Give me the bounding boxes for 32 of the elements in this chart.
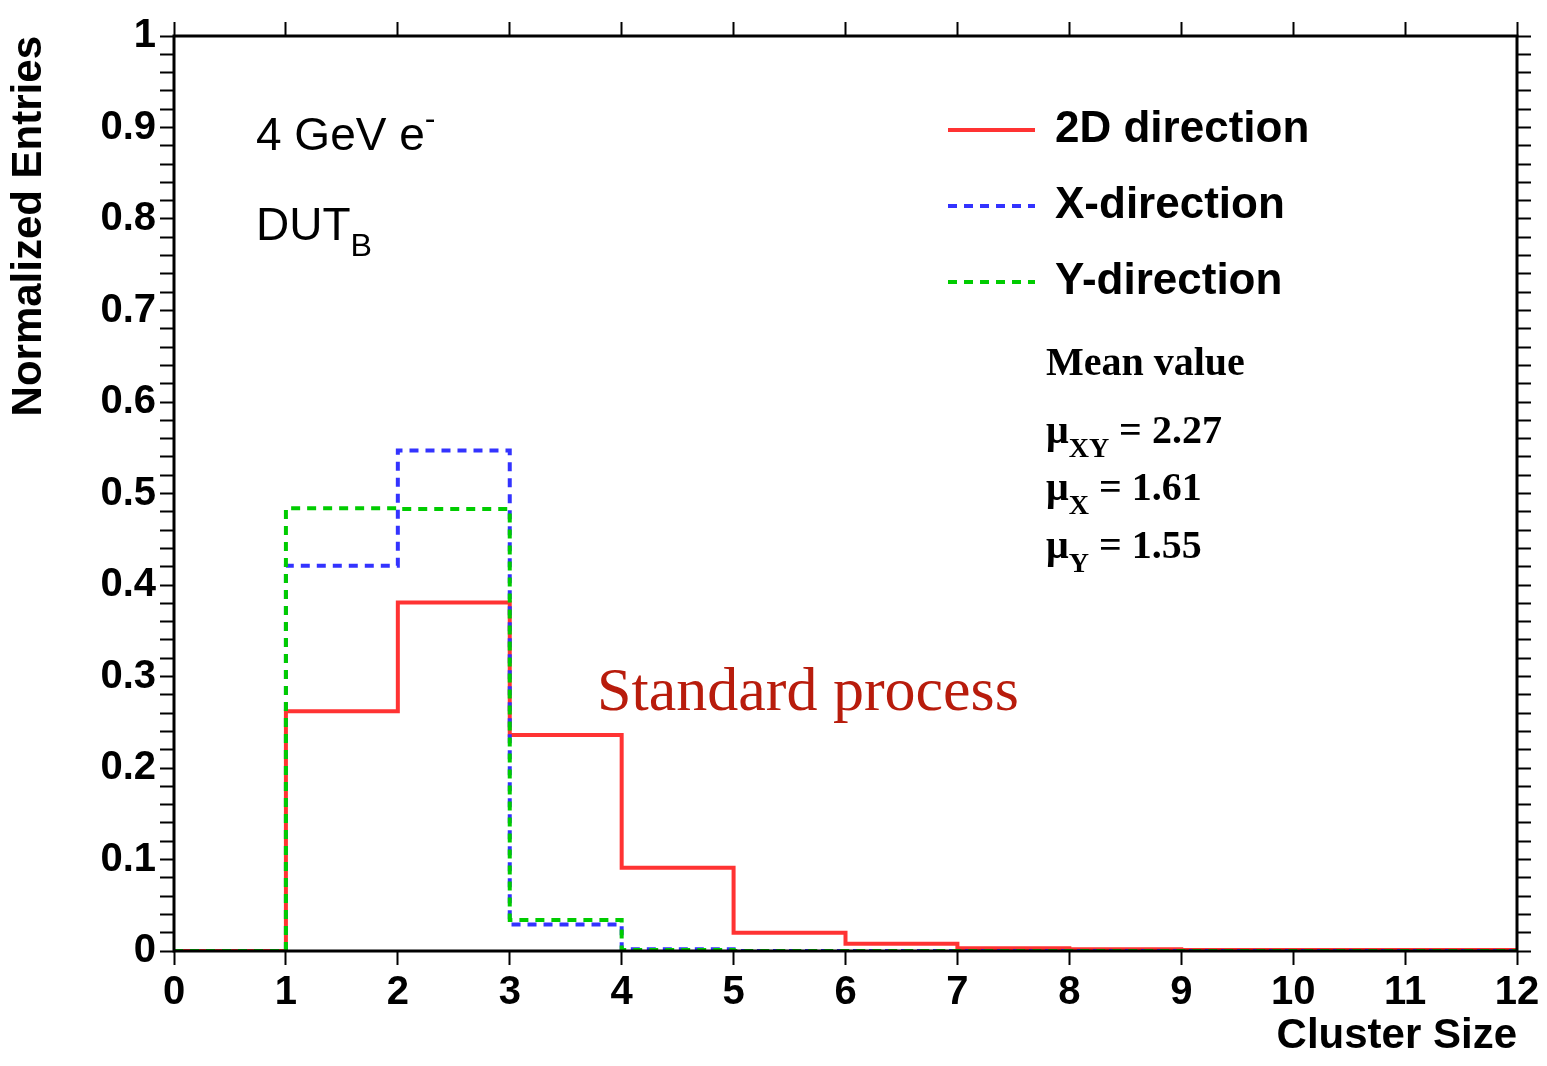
- x-tick-label: 11: [1383, 968, 1427, 1013]
- legend-label: Y-direction: [1055, 254, 1283, 304]
- annotation: Standard process: [597, 655, 1019, 723]
- legend-label: X-direction: [1055, 178, 1285, 228]
- x-tick-label: 12: [1494, 968, 1540, 1013]
- legend-label: 2D direction: [1055, 102, 1310, 152]
- y-tick-label: 1: [133, 11, 156, 56]
- x-axis-title: Cluster Size: [1276, 1010, 1517, 1058]
- x-tick-label: 9: [1170, 968, 1193, 1013]
- y-tick-label: 0.4: [100, 560, 157, 605]
- y-tick-label: 0.2: [100, 743, 156, 788]
- x-tick-label: 0: [162, 968, 186, 1013]
- y-tick-label: 0.6: [100, 377, 156, 422]
- x-tick-label: 8: [1058, 968, 1081, 1013]
- y-tick-label: 0.5: [100, 468, 156, 513]
- y-tick-label: 0.7: [100, 285, 156, 330]
- y-tick-label: 0.9: [100, 102, 156, 147]
- x-tick-label: 7: [946, 968, 969, 1013]
- x-tick-label: 3: [498, 968, 521, 1013]
- x-tick-label: 2: [386, 968, 409, 1013]
- x-tick-label: 6: [834, 968, 857, 1013]
- x-tick-label: 5: [722, 968, 745, 1013]
- y-tick-label: 0.3: [100, 651, 156, 696]
- y-tick-label: 0.8: [100, 194, 156, 239]
- y-tick-label: 0.1: [100, 834, 156, 879]
- y-tick-label: 0: [133, 926, 156, 971]
- annotation: 4 GeV e-: [256, 100, 436, 160]
- x-tick-label: 4: [610, 968, 634, 1013]
- annotation: Mean value: [1046, 339, 1245, 384]
- x-tick-label: 1: [274, 968, 298, 1013]
- x-tick-label: 10: [1270, 968, 1316, 1013]
- y-axis-title: Normalized Entries: [2, 36, 50, 417]
